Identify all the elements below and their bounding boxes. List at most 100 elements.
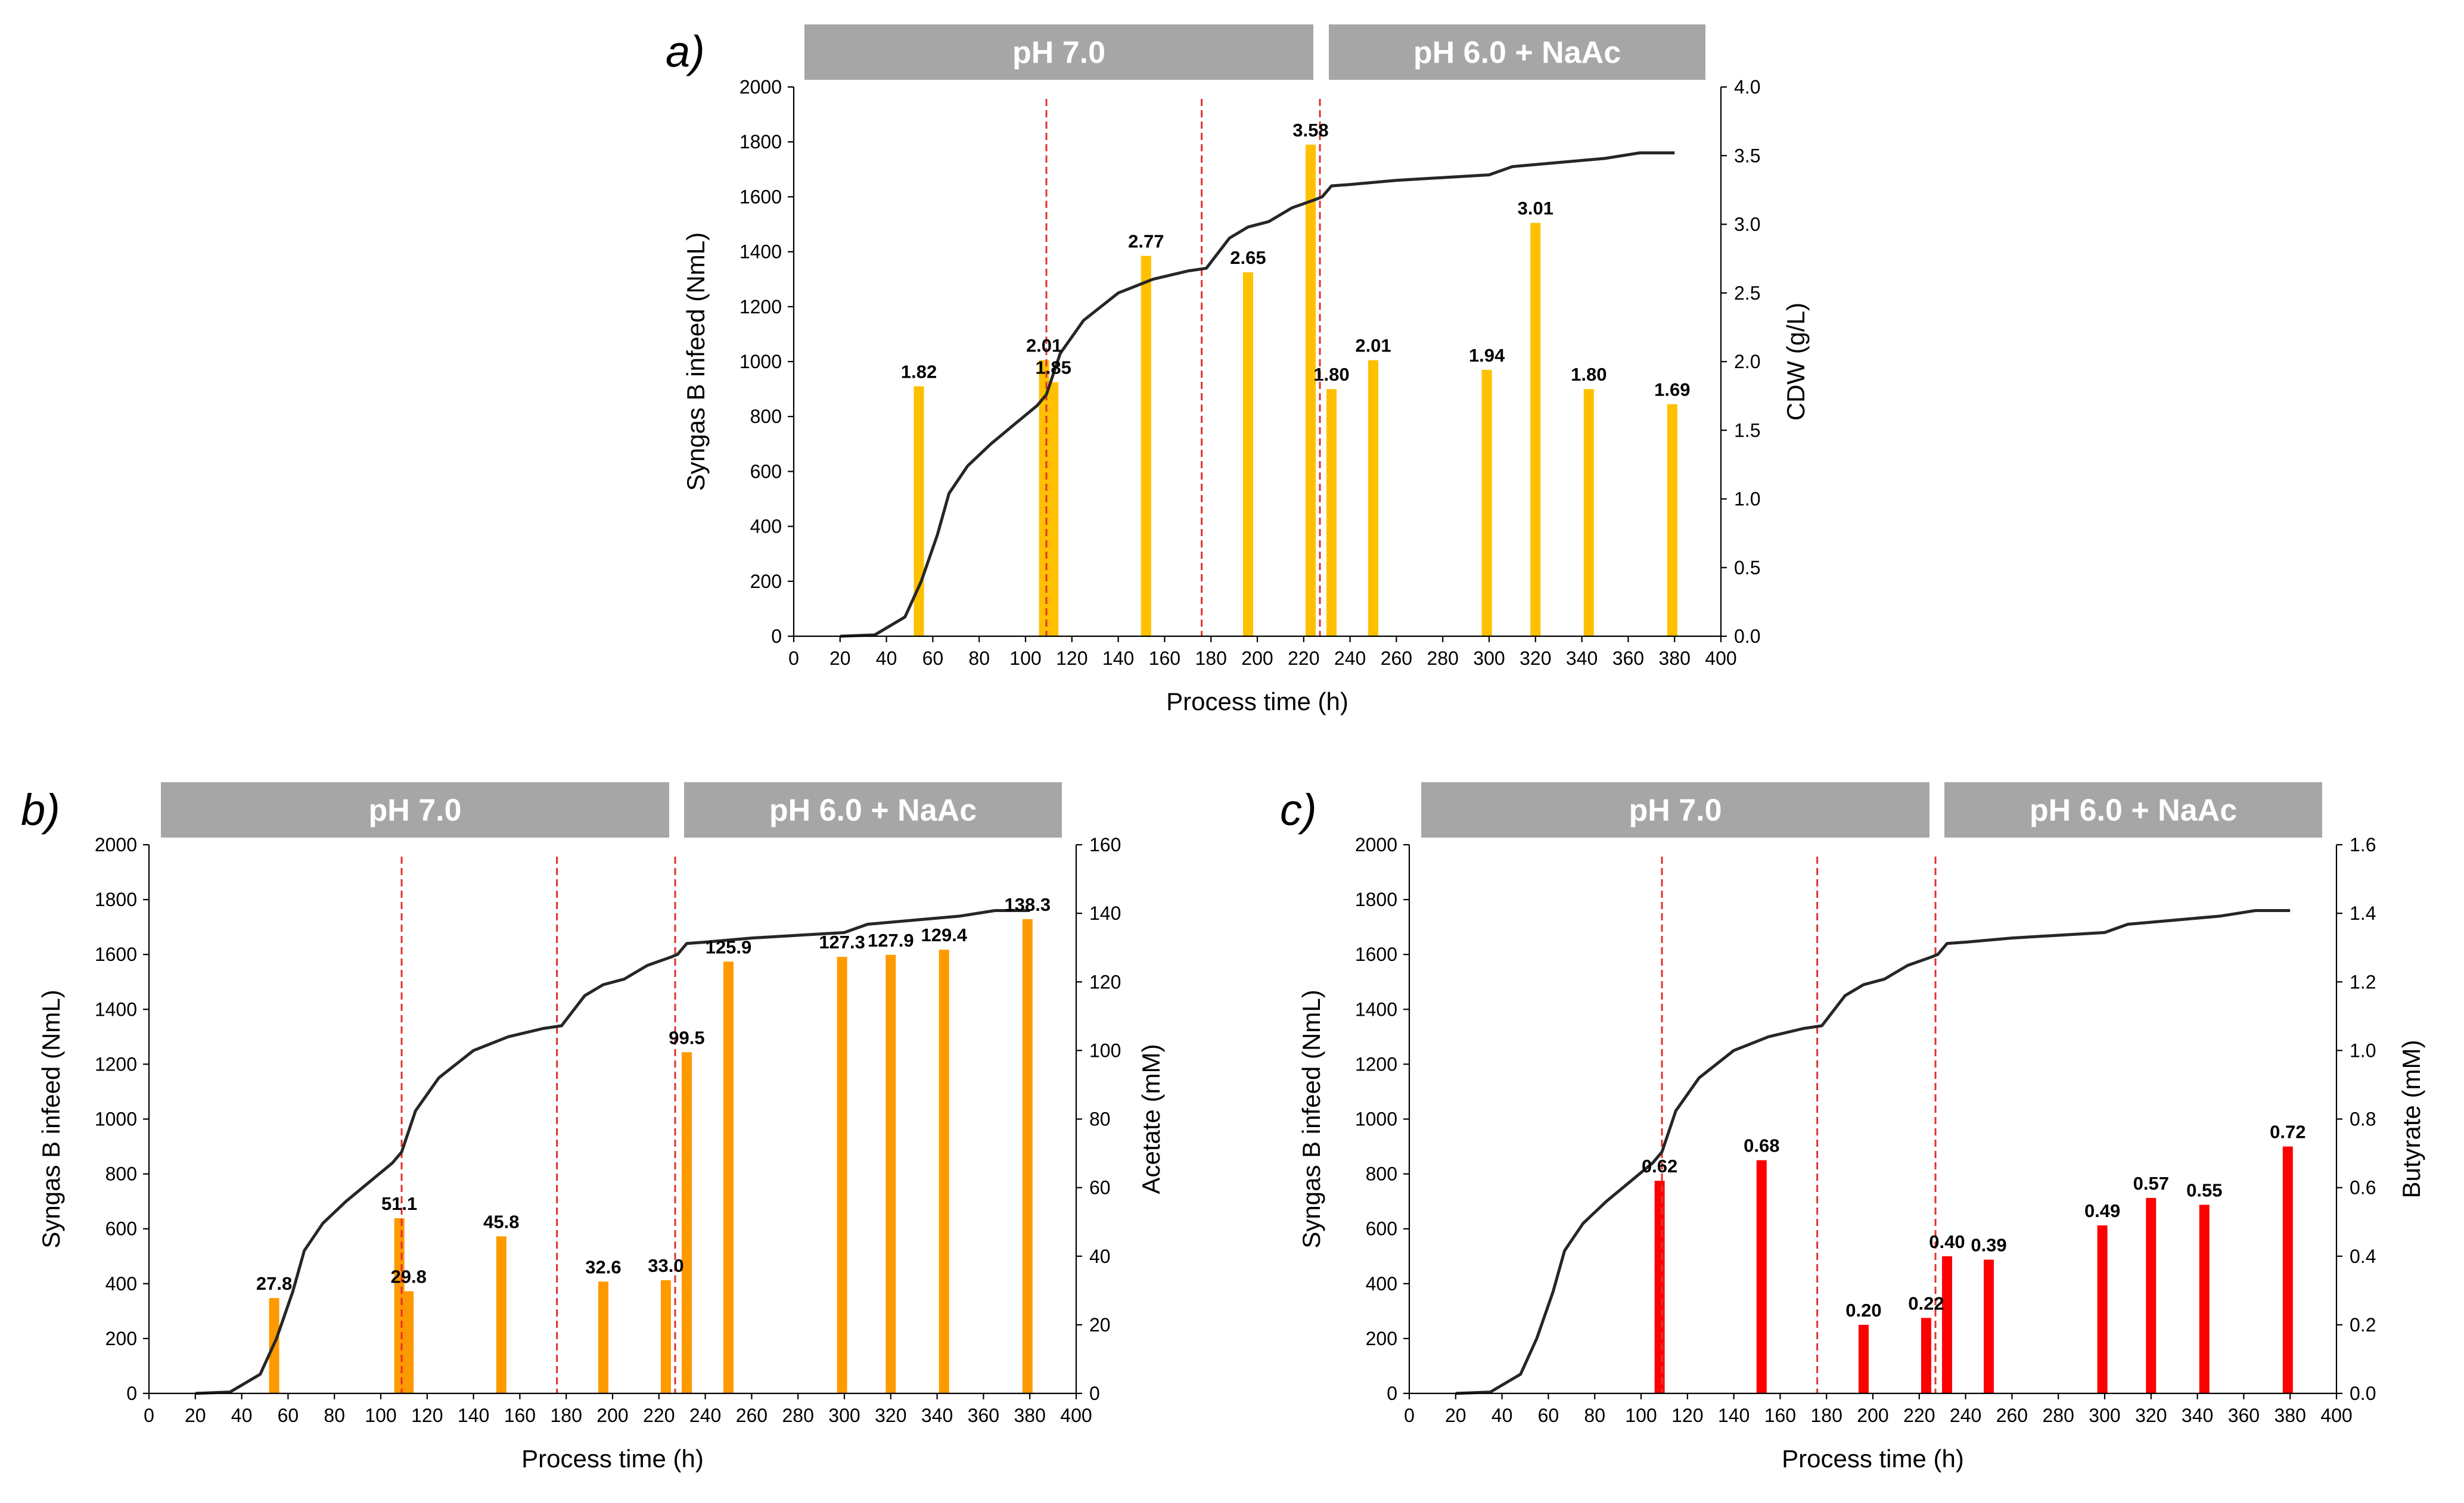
y-left-tick-label: 0 xyxy=(126,1383,137,1404)
y-right-tick-label: 0 xyxy=(1089,1383,1100,1404)
x-axis-title: Process time (h) xyxy=(1166,687,1348,715)
bar-data-label: 2.65 xyxy=(1230,247,1266,268)
data-bar xyxy=(1305,144,1316,636)
data-bar xyxy=(1022,919,1033,1393)
data-bar xyxy=(1530,223,1541,636)
y-left-tick-label: 800 xyxy=(750,406,782,427)
bar-data-label: 33.0 xyxy=(648,1255,683,1276)
phase-bar-ph7 xyxy=(161,782,669,838)
data-bar xyxy=(1481,369,1492,636)
x-tick-label: 260 xyxy=(1381,648,1412,669)
phase-bar-ph6-naac xyxy=(1329,24,1705,80)
x-tick-label: 380 xyxy=(1014,1405,1046,1426)
y-right-tick-label: 2.0 xyxy=(1734,351,1760,372)
bar-data-label: 2.01 xyxy=(1355,335,1391,356)
x-tick-label: 160 xyxy=(1764,1405,1796,1426)
x-tick-label: 20 xyxy=(1445,1405,1466,1426)
y-right-tick-label: 120 xyxy=(1089,971,1121,992)
x-tick-label: 140 xyxy=(1102,648,1134,669)
y-left-tick-label: 1400 xyxy=(1355,998,1397,1020)
bar-data-label: 51.1 xyxy=(381,1193,417,1214)
panel-a: a) pH 7.0 pH 6.0 + NaAc1.822.011.852.772.6… xyxy=(666,24,1810,715)
bar-data-label: 0.62 xyxy=(1642,1156,1677,1177)
phase-bar-ph6-naac xyxy=(1944,782,2322,838)
bar-data-label: 0.55 xyxy=(2186,1180,2222,1200)
y-right-tick-label: 1.5 xyxy=(1734,419,1760,441)
x-tick-label: 60 xyxy=(922,648,944,669)
x-axis-title: Process time (h) xyxy=(1782,1445,1964,1473)
data-bar xyxy=(1667,404,1677,636)
y-left-tick-label: 600 xyxy=(750,460,782,482)
x-tick-label: 160 xyxy=(1149,648,1180,669)
phase-label-ph7: pH 7.0 xyxy=(1629,793,1722,828)
y-right-tick-label: 40 xyxy=(1089,1246,1111,1267)
y-left-tick-label: 800 xyxy=(105,1163,137,1185)
data-bar xyxy=(403,1291,414,1393)
data-bar xyxy=(2146,1197,2157,1393)
x-tick-label: 340 xyxy=(2182,1405,2213,1426)
x-tick-label: 200 xyxy=(1857,1405,1888,1426)
y-right-tick-label: 0.0 xyxy=(1734,626,1760,647)
panel-label: a) xyxy=(666,27,705,76)
x-tick-label: 120 xyxy=(411,1405,443,1426)
y-right-tick-label: 0.2 xyxy=(2350,1314,2376,1336)
bar-data-label: 0.40 xyxy=(1929,1231,1965,1252)
x-tick-label: 280 xyxy=(2043,1405,2074,1426)
x-tick-label: 80 xyxy=(324,1405,345,1426)
bar-data-label: 29.8 xyxy=(391,1266,427,1287)
y-left-tick-label: 1200 xyxy=(739,296,782,318)
panel-label: b) xyxy=(21,785,60,835)
panel-b: b) pH 7.0 pH 6.0 + NaAc 27.8 51.1 29.8 45.8 32.… xyxy=(21,782,1165,1473)
x-tick-label: 220 xyxy=(1903,1405,1935,1426)
bar-data-label: 99.5 xyxy=(669,1027,704,1048)
x-tick-label: 160 xyxy=(504,1405,536,1426)
bar-data-label: 0.57 xyxy=(2133,1173,2169,1194)
y-left-tick-label: 200 xyxy=(750,571,782,592)
data-bar xyxy=(1921,1318,1931,1393)
x-axis-title: Process time (h) xyxy=(521,1445,704,1473)
data-bar xyxy=(1048,382,1059,636)
x-tick-label: 120 xyxy=(1056,648,1087,669)
x-tick-label: 300 xyxy=(828,1405,860,1426)
bar-data-label: 0.72 xyxy=(2270,1122,2305,1143)
y-right-tick-label: 1.6 xyxy=(2350,834,2376,855)
x-tick-label: 180 xyxy=(1195,648,1227,669)
bar-data-label: 27.8 xyxy=(256,1273,292,1294)
phase-label-ph6-naac: pH 6.0 + NaAc xyxy=(2030,793,2237,828)
x-tick-label: 0 xyxy=(788,648,799,669)
y-right-tick-label: 60 xyxy=(1089,1177,1111,1199)
x-tick-label: 400 xyxy=(1060,1405,1092,1426)
bar-data-label: 45.8 xyxy=(483,1211,519,1232)
y-left-tick-label: 1600 xyxy=(739,186,782,207)
y-right-tick-label: 0.6 xyxy=(2350,1177,2376,1199)
x-tick-label: 400 xyxy=(1705,648,1736,669)
x-tick-label: 400 xyxy=(2320,1405,2352,1426)
phase-bar-ph7 xyxy=(1421,782,1929,838)
x-tick-label: 240 xyxy=(689,1405,721,1426)
y-right-tick-label: 160 xyxy=(1089,834,1121,855)
data-bar xyxy=(1368,360,1378,636)
data-bar xyxy=(2097,1225,2108,1393)
x-tick-label: 40 xyxy=(876,648,897,669)
data-bar xyxy=(723,961,734,1393)
y-right-tick-label: 0.8 xyxy=(2350,1109,2376,1130)
y-left-tick-label: 1600 xyxy=(95,944,137,965)
y-left-tick-label: 400 xyxy=(750,516,782,537)
phase-label-ph6-naac: pH 6.0 + NaAc xyxy=(769,793,977,828)
y-left-tick-label: 1800 xyxy=(739,131,782,153)
y-left-tick-label: 200 xyxy=(1366,1328,1397,1349)
x-tick-label: 100 xyxy=(1009,648,1041,669)
x-tick-label: 280 xyxy=(782,1405,814,1426)
x-tick-label: 140 xyxy=(1718,1405,1750,1426)
x-tick-label: 340 xyxy=(1566,648,1598,669)
bar-data-label: 1.85 xyxy=(1036,357,1071,378)
y-left-tick-label: 400 xyxy=(1366,1273,1397,1294)
y-left-tick-label: 0 xyxy=(1387,1383,1397,1404)
bar-data-label: 129.4 xyxy=(921,925,967,945)
y-left-tick-label: 1000 xyxy=(1355,1109,1397,1130)
phase-label-ph6-naac: pH 6.0 + NaAc xyxy=(1413,36,1621,70)
y-right-tick-label: 1.2 xyxy=(2350,971,2376,992)
data-bar xyxy=(1583,389,1594,636)
